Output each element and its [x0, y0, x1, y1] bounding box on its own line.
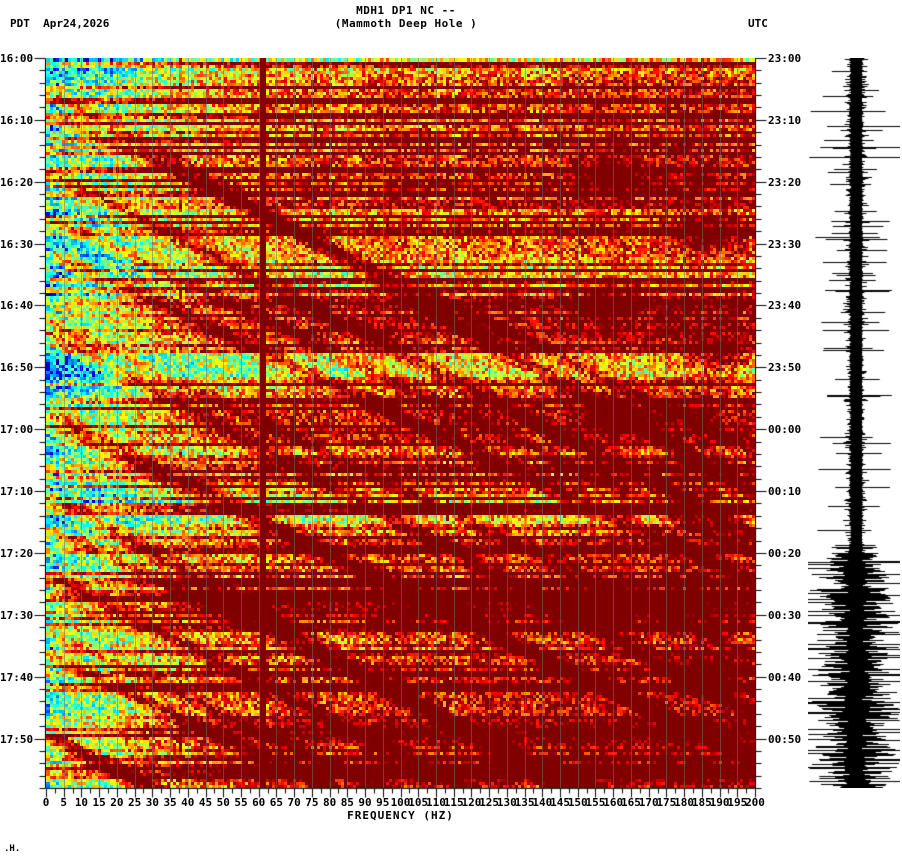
- utc-time-tick-label: 00:20: [768, 546, 802, 560]
- frequency-tick-label: 40: [181, 796, 195, 809]
- right-time-axis: [755, 50, 801, 796]
- utc-time-tick-label: 23:10: [768, 113, 802, 127]
- utc-time-tick-label: 23:40: [768, 299, 802, 313]
- frequency-tick-label: 150: [567, 796, 588, 809]
- utc-time-tick-label: 00:10: [768, 485, 802, 499]
- local-time-tick-label: 16:40: [0, 299, 34, 313]
- frequency-tick-label: 75: [305, 796, 319, 809]
- local-time-tick-label: 16:00: [0, 52, 34, 65]
- frequency-tick-label: 110: [426, 796, 446, 809]
- local-time-tick-label: 17:00: [0, 423, 34, 437]
- frequency-tick-label: 35: [163, 796, 177, 809]
- utc-time-tick-label: 23:00: [768, 52, 802, 65]
- frequency-tick-label: 15: [92, 796, 106, 809]
- station-title: MDH1 DP1 NC --: [356, 4, 456, 17]
- frequency-tick-label: 20: [110, 796, 124, 809]
- local-time-tick-label: 17:20: [0, 546, 34, 560]
- frequency-tick-label: 170: [638, 796, 659, 809]
- utc-time-tick-label: 00:30: [768, 608, 802, 622]
- frequency-tick-label: 165: [620, 796, 641, 809]
- frequency-tick-label: 185: [691, 796, 712, 809]
- local-time-tick-label: 17:40: [0, 670, 34, 684]
- frequency-tick-label: 25: [128, 796, 142, 809]
- frequency-tick-label: 60: [252, 796, 266, 809]
- frequency-tick-label: 105: [408, 796, 429, 809]
- local-time-tick-label: 17:10: [0, 485, 34, 499]
- utc-time-tick-label: 23:50: [768, 361, 802, 375]
- frequency-tick-label: 100: [390, 796, 411, 809]
- frequency-tick-label: 45: [198, 796, 213, 809]
- frequency-tick-label: 50: [216, 796, 230, 809]
- frequency-tick-label: 135: [514, 796, 535, 809]
- footer-mark: .H.: [4, 844, 21, 854]
- frequency-tick-label: 190: [709, 796, 730, 809]
- frequency-tick-label: 120: [461, 796, 482, 809]
- frequency-axis-title: FREQUENCY (HZ): [347, 809, 454, 822]
- station-name: (Mammoth Deep Hole ): [334, 17, 478, 30]
- spectrogram-plot-area[interactable]: [46, 58, 755, 788]
- local-time-tick-label: 16:20: [0, 175, 34, 189]
- frequency-tick-label: 55: [234, 796, 248, 809]
- frequency-tick-label: 80: [322, 796, 337, 809]
- local-time-tick-label: 16:10: [0, 113, 34, 127]
- frequency-tick-label: 95: [376, 796, 390, 809]
- frequency-tick-label: 175: [656, 796, 677, 809]
- frequency-tick-label: 200: [745, 796, 765, 809]
- header: PDT Apr24,2026 MDH1 DP1 NC -- (Mammoth D…: [0, 0, 902, 56]
- frequency-tick-label: 195: [727, 796, 748, 809]
- frequency-tick-label: 70: [287, 796, 301, 809]
- local-time-tick-label: 16:30: [0, 237, 34, 251]
- frequency-tick-label: 155: [585, 796, 606, 809]
- local-time-tick-label: 17:30: [0, 608, 34, 622]
- local-time-tick-label: 17:50: [0, 732, 34, 746]
- frequency-axis: [0, 786, 790, 808]
- local-timezone-date-label: PDT Apr24,2026: [10, 17, 110, 30]
- frequency-tick-label: 85: [340, 796, 354, 809]
- frequency-tick-label: 140: [532, 796, 553, 809]
- utc-time-tick-label: 00:00: [768, 423, 802, 437]
- left-time-axis: [0, 50, 46, 796]
- frequency-tick-label: 10: [74, 796, 89, 809]
- utc-time-tick-label: 00:50: [768, 732, 802, 746]
- frequency-tick-label: 115: [443, 796, 464, 809]
- frequency-tick-label: 130: [496, 796, 517, 809]
- utc-time-tick-label: 23:30: [768, 237, 802, 251]
- frequency-tick-label: 125: [479, 796, 500, 809]
- frequency-tick-label: 65: [269, 796, 284, 809]
- frequency-tick-label: 160: [603, 796, 624, 809]
- frequency-tick-label: 180: [674, 796, 695, 809]
- title-block: MDH1 DP1 NC -- (Mammoth Deep Hole ): [0, 4, 812, 30]
- frequency-tick-label: 30: [145, 796, 159, 809]
- utc-time-tick-label: 00:40: [768, 670, 802, 684]
- utc-timezone-label: UTC: [748, 17, 768, 30]
- frequency-tick-label: 5: [60, 796, 68, 809]
- seismogram-trace: [808, 58, 900, 788]
- frequency-tick-label: 0: [42, 796, 50, 809]
- frequency-tick-label: 90: [358, 796, 372, 809]
- spectrogram-image[interactable]: [46, 58, 755, 788]
- local-time-tick-label: 16:50: [0, 361, 34, 375]
- utc-time-tick-label: 23:20: [768, 175, 802, 189]
- frequency-tick-label: 145: [550, 796, 570, 809]
